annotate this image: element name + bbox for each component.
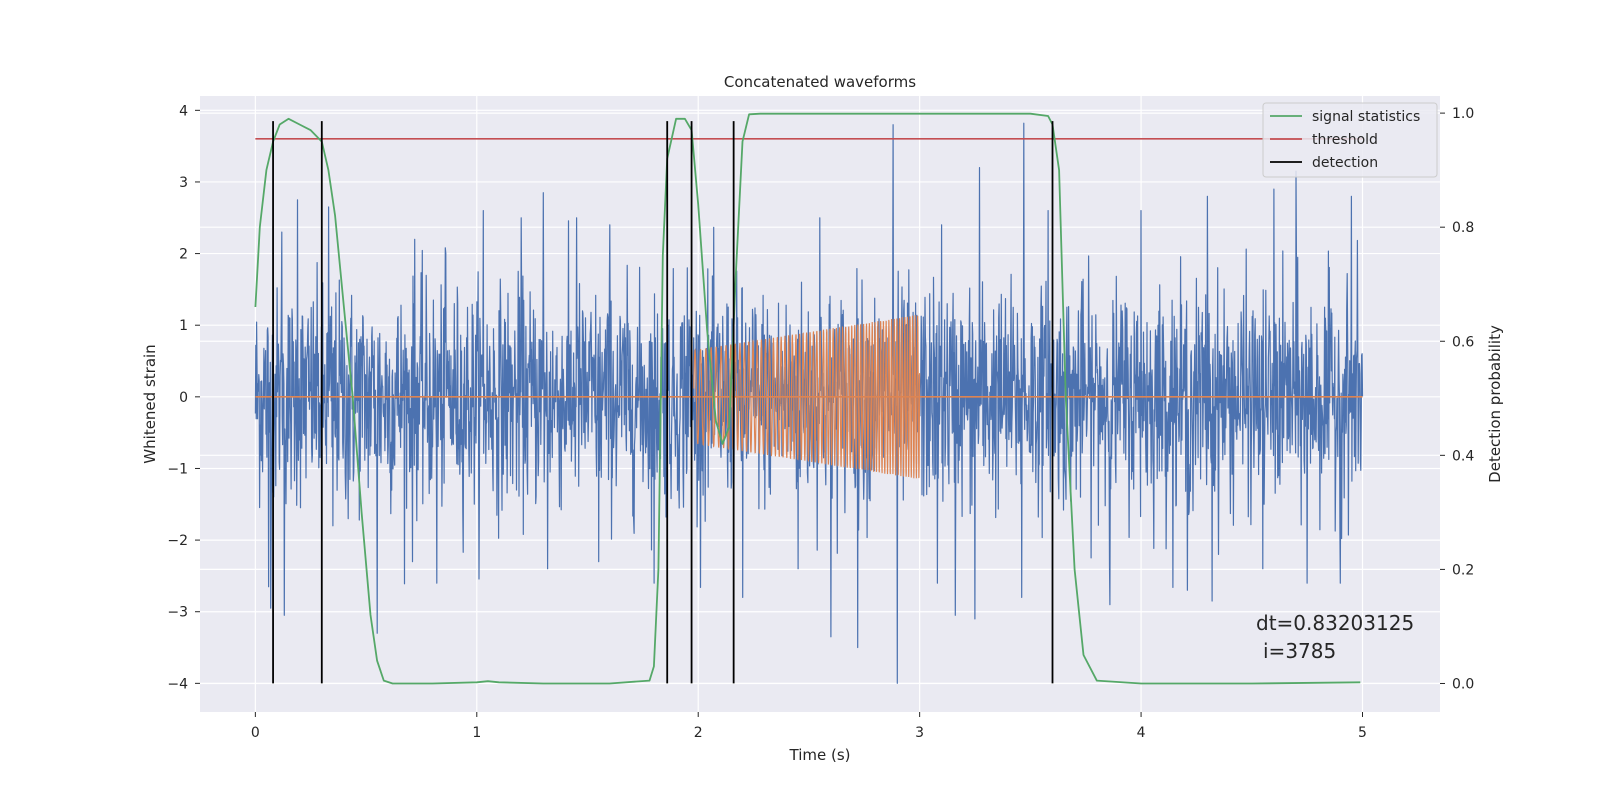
signal-statistics-line — [254, 112, 1361, 685]
y-tick-label: −2 — [167, 533, 188, 549]
data-layer — [254, 112, 1364, 685]
x-tick-label: 3 — [915, 725, 924, 741]
x-tick-label: 1 — [472, 725, 481, 741]
x-tick-label: 0 — [251, 725, 260, 741]
y-tick-label: −1 — [167, 461, 188, 477]
x-tick-label: 2 — [694, 725, 703, 741]
y-right-tick-label: 0.0 — [1452, 676, 1474, 692]
legend-label-detection: detection — [1312, 155, 1378, 171]
legend-label-signal-statistics: signal statistics — [1312, 109, 1420, 125]
y-right-tick-label: 0.4 — [1452, 448, 1474, 464]
x-tick-label: 5 — [1358, 725, 1367, 741]
chart-title: Concatenated waveforms — [724, 73, 916, 91]
y-tick-label: 2 — [179, 247, 188, 263]
ticks: 0 1 2 3 4 5 4 3 2 1 0 −1 −2 −3 −4 1.0 0.8 0.6 0.4 0.2 0.0 — [167, 103, 1474, 741]
annotation-i: i=3785 — [1263, 639, 1336, 663]
y-axis-label-left: Whitened strain — [141, 344, 159, 463]
y-tick-label: 4 — [179, 103, 188, 119]
x-axis-label: Time (s) — [789, 746, 851, 764]
y-right-tick-label: 1.0 — [1452, 106, 1474, 122]
annotation-dt: dt=0.83203125 — [1256, 611, 1414, 635]
legend-label-threshold: threshold — [1312, 132, 1378, 148]
legend-box — [1262, 102, 1438, 178]
y-tick-label: 3 — [179, 175, 188, 191]
legend: signal statistics threshold detection — [1262, 102, 1438, 178]
y-tick-label: −4 — [167, 676, 188, 692]
y-right-tick-label: 0.6 — [1452, 334, 1474, 350]
y-right-tick-label: 0.8 — [1452, 220, 1474, 236]
y-tick-label: −3 — [167, 605, 188, 621]
y-tick-label: 1 — [179, 318, 188, 334]
y-axis-label-right: Detection probability — [1486, 325, 1504, 483]
y-right-tick-label: 0.2 — [1452, 562, 1474, 578]
y-tick-label: 0 — [179, 390, 188, 406]
x-tick-label: 4 — [1137, 725, 1146, 741]
